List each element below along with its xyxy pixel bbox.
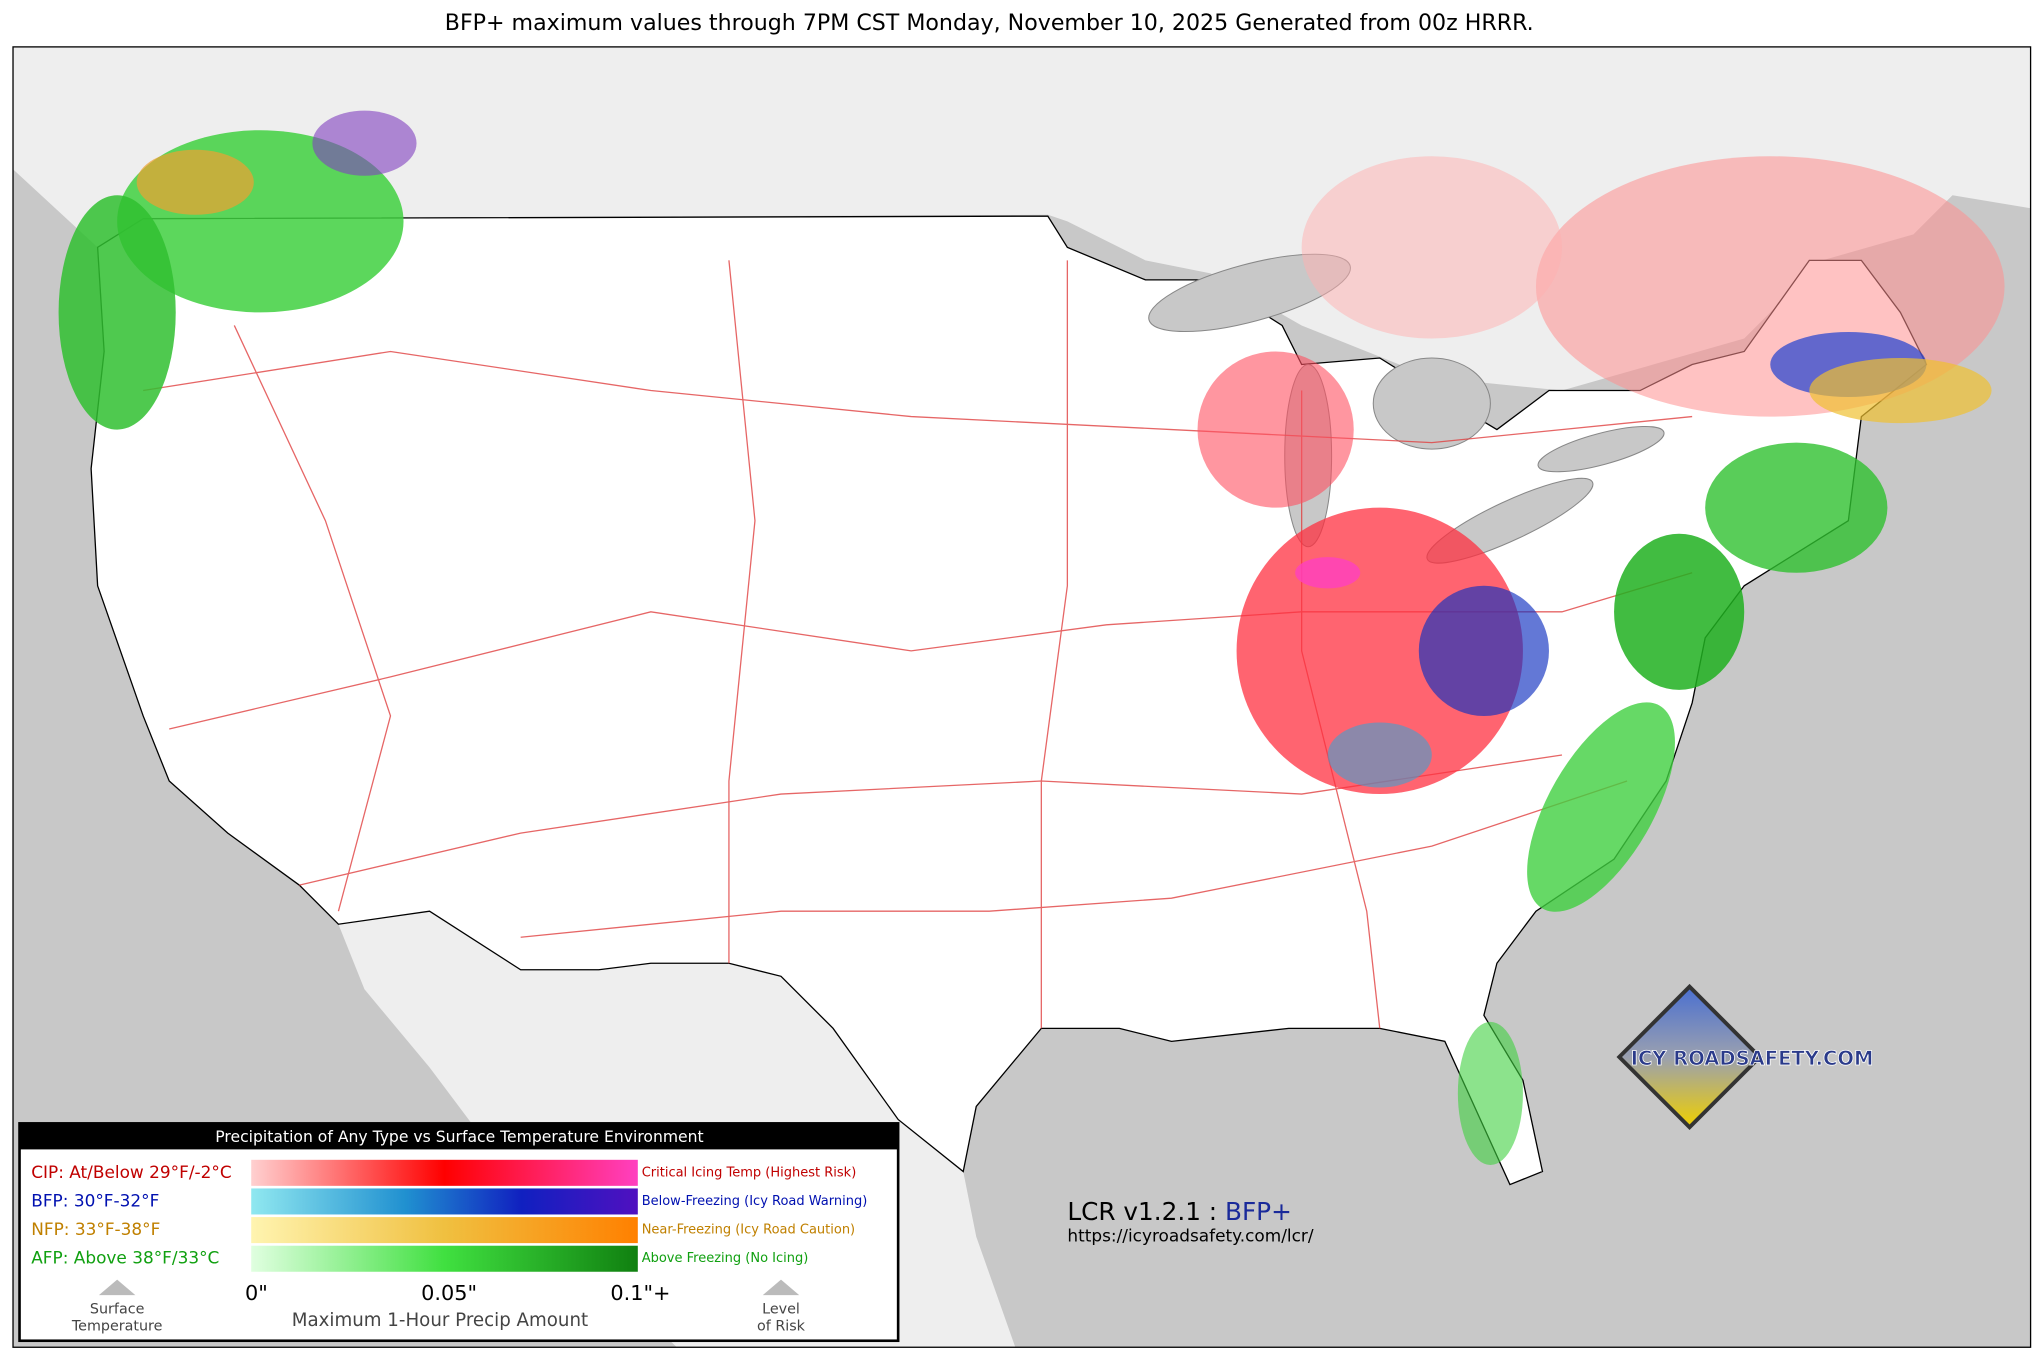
precipitation-shape [1614,533,1745,690]
great-lakes-shape [1372,357,1491,450]
scale-label: 0.05" [421,1281,477,1305]
version: LCR v1.2.1 : [1067,1197,1217,1226]
scale-label: 0.1"+ [610,1281,670,1305]
highways-shape [520,780,1628,938]
highways-shape [143,350,1693,444]
highways-shape [1040,260,1069,1029]
legend-label: CIP: At/Below 29°F/-2°C [31,1162,231,1182]
precipitation-shape [1327,722,1432,788]
color-ramp [251,1188,638,1215]
great-lakes-shape [1537,425,1665,473]
product-version: LCR v1.2.1 : BFP+ [1067,1197,1291,1226]
precipitation-shape [1809,357,1992,424]
scale-label: 0" [245,1281,268,1305]
logo-diamond [1616,983,1763,1131]
precipitation-shape [312,110,417,176]
right-caption: Level [762,1302,800,1318]
arrow-icon [98,1279,136,1296]
legend-label: BFP: 30°F-32°F [31,1190,159,1210]
legend-description: Near-Freezing (Icy Road Caution) [642,1223,855,1238]
precipitation [58,110,2005,1166]
color-ramp [251,1159,638,1186]
logo: ICY ROADSAFETY.COM [1616,983,1874,1131]
arrow-icon [762,1279,800,1296]
logo-text: ICY ROADSAFETY.COM [1631,1047,1874,1070]
precipitation-shape [1527,702,1675,912]
legend-description: Critical Icing Temp (Highest Risk) [642,1165,857,1180]
legend-description: Above Freezing (No Icing) [642,1251,809,1266]
precipitation-shape [1301,156,1562,339]
legend-label: NFP: 33°F-38°F [31,1219,160,1239]
precipitation-shape [1418,585,1549,716]
map-title: BFP+ maximum values through 7PM CST Mond… [445,10,1534,36]
precipitation-shape [1457,1021,1523,1166]
highways [143,260,1693,1029]
color-ramp [251,1217,638,1244]
precipitation-shape [1705,442,1888,573]
color-ramp [251,1245,638,1272]
map [13,46,2031,1348]
legend-title: Precipitation of Any Type vs Surface Tem… [215,1128,703,1146]
precipitation-shape [1197,351,1354,508]
scale-title: Maximum 1-Hour Precip Amount [292,1310,588,1331]
product-url: https://icyroadsafety.com/lcr/ [1067,1226,1313,1246]
legend-description: Below-Freezing (Icy Road Warning) [642,1194,868,1209]
left-caption: Surface [90,1302,145,1318]
highways-shape [233,325,392,912]
united-states [90,215,1928,1186]
legend: Precipitation of Any Type vs Surface Tem… [18,1122,900,1343]
highways-shape [728,260,756,964]
left-caption: Temperature [71,1318,163,1334]
legend-header [19,1123,899,1150]
precipitation-shape [136,149,254,215]
product-name: BFP+ [1225,1197,1292,1226]
right-caption: of Risk [757,1318,806,1334]
precipitation-shape [1295,557,1361,589]
precipitation-shape [58,195,176,430]
legend-label: AFP: Above 38°F/33°C [31,1248,219,1268]
map-frame [12,46,2032,1348]
